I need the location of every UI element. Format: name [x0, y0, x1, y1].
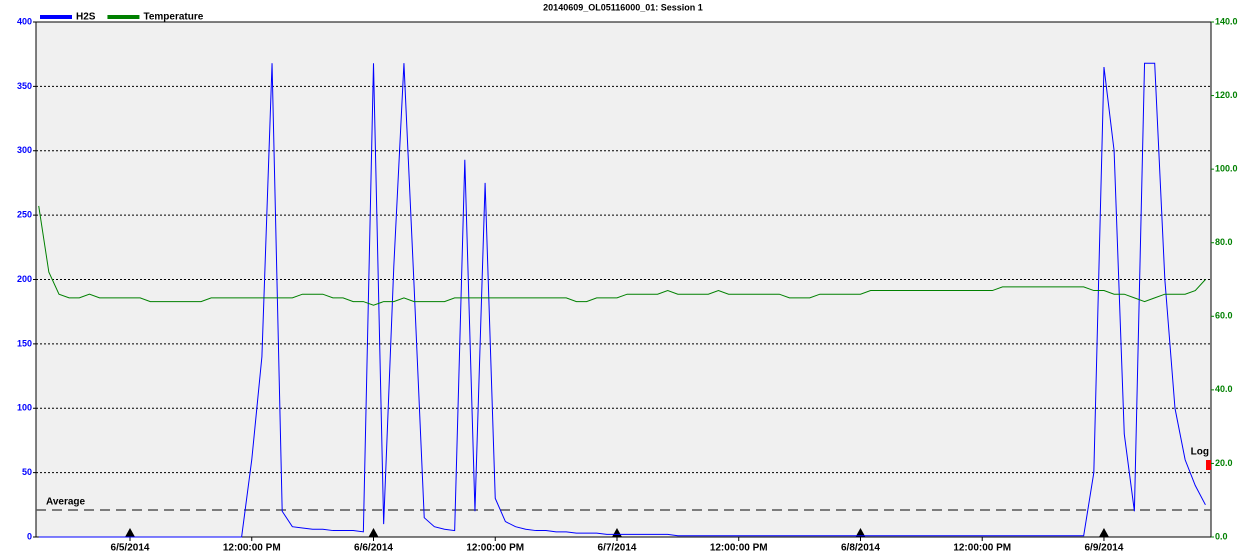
y-tick-label: 200	[17, 274, 32, 284]
y2-tick-label: 0.0	[1215, 531, 1228, 541]
day-marker	[125, 528, 136, 537]
y2-tick-label: 40.0	[1215, 384, 1233, 394]
y2-tick-label: 140.0	[1215, 16, 1238, 26]
x-tick-label: 12:00:00 PM	[710, 543, 768, 554]
chart-title: 20140609_OL05116000_01: Session 1	[543, 2, 703, 12]
y2-tick-label: 120.0	[1215, 90, 1238, 100]
x-tick-label: 12:00:00 PM	[223, 543, 281, 554]
log-label: Log	[1191, 447, 1209, 458]
y-tick-label: 250	[17, 210, 32, 220]
x-tick-label: 6/8/2014	[841, 543, 880, 554]
day-marker	[855, 528, 866, 537]
plot-area	[35, 21, 1212, 538]
x-tick-label: 6/9/2014	[1084, 543, 1123, 554]
series-line	[38, 205, 1206, 306]
y-tick-label: 400	[17, 16, 32, 26]
y-tick-label: 350	[17, 81, 32, 91]
y-tick-label: 300	[17, 145, 32, 155]
x-tick-label: 6/6/2014	[354, 543, 393, 554]
log-marker	[1206, 460, 1211, 470]
average-label: Average	[46, 497, 86, 508]
y2-tick-label: 80.0	[1215, 237, 1233, 247]
x-tick-label: 12:00:00 PM	[466, 543, 524, 554]
legend-label: H2S	[76, 12, 96, 23]
day-marker	[1098, 528, 1109, 537]
y-tick-label: 150	[17, 338, 32, 348]
x-tick-label: 6/7/2014	[598, 543, 637, 554]
y2-tick-label: 20.0	[1215, 458, 1233, 468]
y-tick-label: 50	[22, 467, 32, 477]
y2-tick-label: 100.0	[1215, 164, 1238, 174]
y-tick-label: 100	[17, 403, 32, 413]
y-tick-label: 0	[27, 531, 32, 541]
y2-tick-label: 60.0	[1215, 311, 1233, 321]
day-marker	[368, 528, 379, 537]
x-tick-label: 12:00:00 PM	[953, 543, 1011, 554]
x-tick-label: 6/5/2014	[111, 543, 150, 554]
series-line	[38, 62, 1206, 538]
legend-label: Temperature	[143, 12, 203, 23]
